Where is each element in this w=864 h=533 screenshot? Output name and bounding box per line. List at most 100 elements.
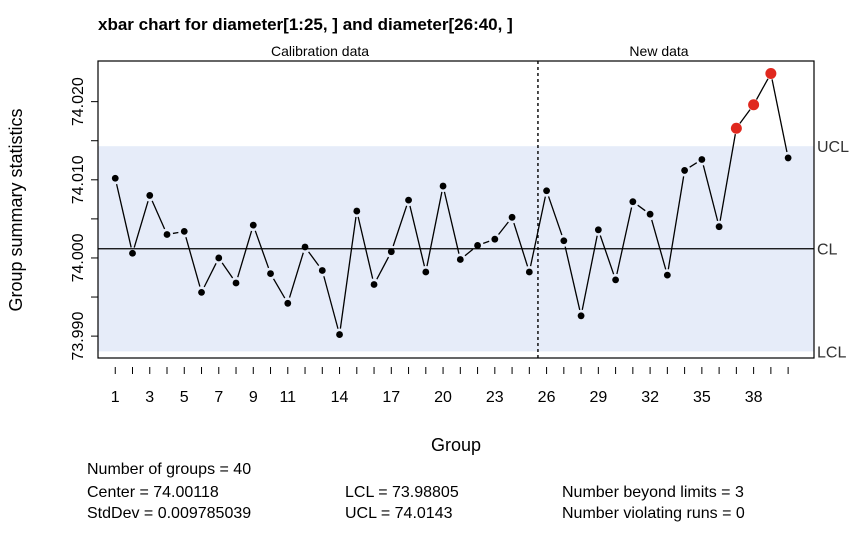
data-point (232, 279, 240, 287)
data-point (525, 268, 533, 276)
summary-beyond-limits: Number beyond limits = 3 (562, 484, 744, 501)
data-point (318, 267, 326, 274)
series-line-segment (443, 191, 460, 254)
lcl-label: LCL (817, 344, 846, 361)
data-point (594, 226, 602, 234)
series-line-segment (115, 183, 132, 248)
x-tick-label: 26 (538, 389, 556, 406)
data-point-violation (748, 99, 760, 111)
series-line-segment (339, 216, 357, 329)
summary-ucl: UCL = 74.0143 (345, 505, 453, 522)
series-line-segment (581, 235, 598, 311)
data-point (301, 243, 309, 251)
data-point (129, 249, 136, 257)
section-label-calibration: Calibration data (271, 43, 369, 59)
series-line-segment (376, 256, 390, 280)
summary-lcl: LCL = 73.98805 (345, 484, 459, 501)
summary-violating-runs: Number violating runs = 0 (562, 505, 745, 522)
series-line-segment (426, 191, 443, 267)
series-line-segment (667, 176, 685, 270)
series-line-segment (637, 204, 646, 212)
section-label-new: New data (629, 43, 688, 59)
x-tick-label: 11 (279, 389, 296, 406)
series-line-segment (755, 78, 769, 100)
x-tick-label: 9 (249, 389, 258, 406)
data-point (474, 242, 481, 249)
series-line-segment (221, 262, 234, 279)
data-point (387, 248, 395, 256)
x-axis-title: Group (431, 435, 481, 455)
x-tick-label: 7 (214, 389, 223, 406)
data-point (560, 237, 568, 245)
y-tick-label: 74.020 (70, 77, 87, 126)
series-line-segment (513, 222, 529, 267)
series-line-segment (203, 263, 217, 288)
summary-center: Center = 74.00118 (87, 484, 219, 501)
x-tick-label: 29 (589, 389, 607, 406)
series-line-segment (719, 134, 736, 221)
series-line-segment (308, 251, 320, 267)
series-line-segment (651, 219, 667, 270)
series-line-segment (464, 248, 474, 257)
series-line-segment (498, 221, 509, 235)
data-point (456, 256, 464, 263)
data-point (663, 271, 671, 279)
series-line-segment (409, 205, 426, 267)
data-point (405, 196, 412, 204)
data-point (163, 231, 171, 238)
ucl-label: UCL (817, 139, 849, 156)
series-line-segment (392, 205, 408, 247)
data-point (681, 167, 689, 174)
data-point (336, 331, 343, 338)
data-point (146, 192, 154, 199)
data-point (646, 210, 654, 218)
series-line-segment (689, 162, 698, 168)
data-point (698, 156, 706, 163)
data-point (629, 198, 637, 206)
data-point (612, 276, 619, 284)
data-point-violation (730, 122, 742, 134)
series-line-segment (771, 79, 788, 153)
data-point (715, 223, 723, 231)
series-line-segment (702, 165, 719, 222)
x-tick-label: 17 (382, 389, 400, 406)
x-tick-label: 3 (145, 389, 154, 406)
data-point (353, 207, 361, 215)
y-axis-title: Group summary statistics (6, 108, 26, 311)
series-line-segment (185, 236, 201, 287)
chart-title: xbar chart for diameter[1:25, ] and diam… (98, 15, 513, 34)
cl-label: CL (817, 242, 838, 259)
x-tick-label: 32 (641, 389, 659, 406)
data-point (180, 227, 188, 235)
data-point (422, 268, 430, 276)
series-line-segment (172, 231, 179, 235)
data-point (439, 182, 447, 190)
y-tick-label: 74.010 (70, 155, 87, 204)
y-tick-label: 74.000 (70, 233, 87, 282)
series-line-segment (616, 207, 633, 275)
data-point (198, 288, 205, 296)
x-tick-label: 23 (486, 389, 504, 406)
series-line-segment (547, 196, 563, 236)
x-tick-label: 20 (434, 389, 452, 406)
xbar-chart: xbar chart for diameter[1:25, ] and diam… (6, 15, 849, 455)
data-point (215, 254, 223, 262)
x-tick-label: 38 (745, 389, 763, 406)
series-line-segment (739, 109, 751, 124)
series-line-segment (357, 216, 374, 279)
data-point (370, 281, 378, 288)
data-point (111, 174, 119, 182)
data-point (543, 187, 550, 195)
series-line-segment (599, 235, 615, 275)
data-point-violation (765, 68, 777, 80)
series-line-segment (133, 200, 149, 248)
series-line-segment (288, 252, 304, 298)
y-tick-label: 73.990 (70, 312, 87, 361)
data-point (491, 235, 499, 243)
data-point (267, 270, 274, 277)
series-line-segment (254, 230, 270, 269)
data-point (284, 299, 292, 307)
series-line-segment (564, 246, 581, 311)
data-point (508, 213, 516, 221)
